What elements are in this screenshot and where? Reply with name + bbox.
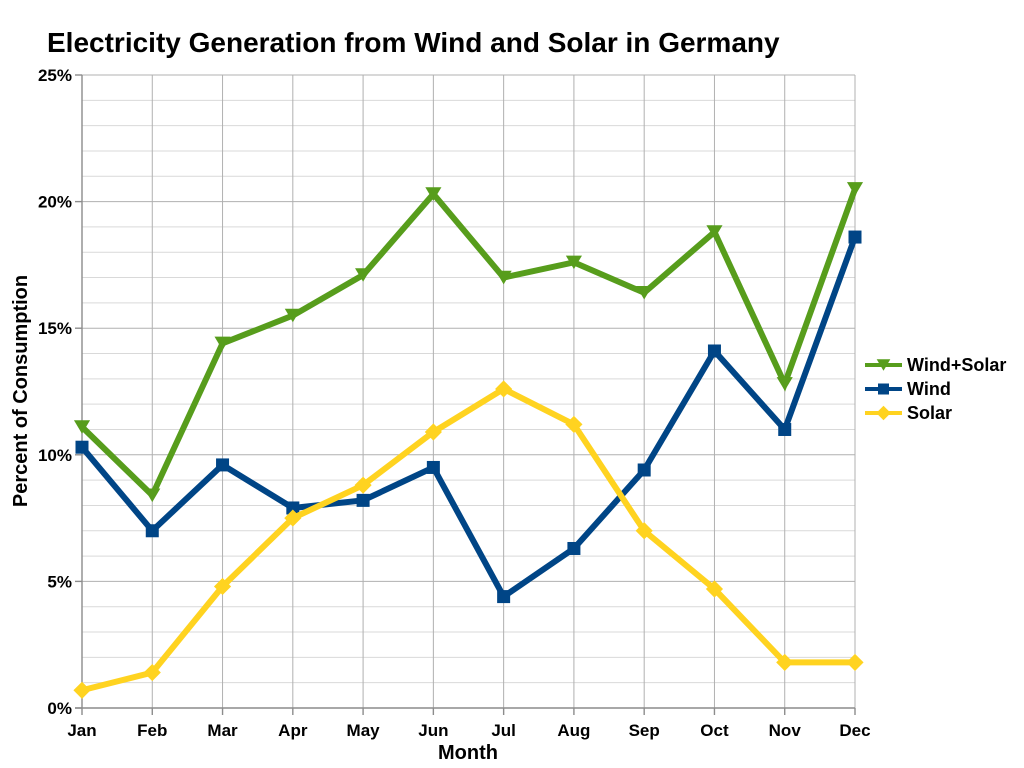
data-point-wind-solar xyxy=(495,270,512,285)
data-point-wind-solar xyxy=(706,225,723,239)
data-point-wind xyxy=(356,493,370,507)
data-point-solar xyxy=(705,580,724,598)
data-point-wind-solar xyxy=(846,182,864,196)
legend-item-solar: Solar xyxy=(865,403,952,423)
axes xyxy=(75,74,856,715)
tick-labels: 0% 5% 10% 15% 20% 25% Jan Feb Mar Apr May Jun Jul Aug… xyxy=(38,66,871,740)
data-point-solar xyxy=(565,415,583,433)
data-point-solar xyxy=(354,476,372,494)
data-point-wind-solar xyxy=(284,308,301,323)
x-axis-tick-label: Jul xyxy=(491,721,516,740)
x-axis-tick-label: Jan xyxy=(67,721,96,740)
y-axis-tick-label: 5% xyxy=(47,572,72,591)
data-point-solar xyxy=(846,653,864,672)
data-point-wind-solar xyxy=(355,268,372,282)
x-axis-title: Month xyxy=(438,742,498,764)
data-point-wind xyxy=(145,524,159,538)
data-point-wind xyxy=(216,458,230,472)
chart-title: Electricity Generation from Wind and Sol… xyxy=(47,27,780,58)
x-axis-tick-label: Mar xyxy=(207,721,238,740)
data-point-wind xyxy=(848,230,862,244)
y-axis-title: Percent of Consumption xyxy=(10,275,32,507)
legend-label-solar: Solar xyxy=(907,403,952,423)
data-point-wind-solar xyxy=(425,187,442,201)
y-axis-tick-label: 25% xyxy=(38,66,72,85)
data-point-solar xyxy=(776,653,794,672)
data-point-wind xyxy=(778,422,792,436)
data-point-wind xyxy=(286,501,300,515)
data-point-wind-solar xyxy=(144,488,161,503)
data-point-solar xyxy=(424,423,442,441)
legend-marker-wind-solar xyxy=(876,359,891,371)
legend-marker-solar xyxy=(876,405,891,421)
data-point-solar xyxy=(213,577,232,596)
series-line-wind xyxy=(79,236,858,601)
data-point-wind-solar xyxy=(565,255,582,270)
data-point-wind-solar xyxy=(776,377,793,391)
data-point-wind-solar xyxy=(214,336,231,351)
x-axis-tick-label: May xyxy=(347,721,381,740)
data-point-wind-solar xyxy=(73,420,91,434)
series-line-solar xyxy=(81,385,855,694)
data-point-solar xyxy=(635,522,653,540)
x-axis-tick-label: Nov xyxy=(769,721,802,740)
x-axis-tick-label: Oct xyxy=(700,721,729,740)
x-axis-tick-label: Sep xyxy=(629,721,660,740)
y-axis-tick-label: 0% xyxy=(47,699,72,718)
legend-label-wind-solar: Wind+Solar xyxy=(907,355,1006,375)
gridlines-minor xyxy=(82,99,855,684)
x-axis-tick-label: Jun xyxy=(418,721,448,740)
series-line-wind-solar xyxy=(79,187,858,501)
data-point-wind xyxy=(567,541,581,555)
x-axis-tick-label: Aug xyxy=(557,721,590,740)
x-axis-tick-label: Feb xyxy=(137,721,167,740)
legend-item-wind-solar: Wind+Solar xyxy=(865,355,1006,375)
y-axis-tick-label: 10% xyxy=(38,446,72,465)
data-point-solar xyxy=(73,681,91,699)
data-point-wind xyxy=(707,344,721,358)
data-point-wind xyxy=(637,463,651,477)
legend-label-wind: Wind xyxy=(907,379,951,399)
data-point-wind xyxy=(426,460,440,474)
y-axis-tick-label: 20% xyxy=(38,193,72,212)
data-point-solar xyxy=(143,663,161,682)
x-axis-tick-label: Apr xyxy=(278,721,308,740)
legend-item-wind: Wind xyxy=(865,379,951,399)
data-point-wind xyxy=(497,590,511,604)
legend: Wind+Solar Wind Solar xyxy=(865,355,1006,423)
data-point-solar xyxy=(284,509,302,527)
data-point-wind-solar xyxy=(636,285,653,300)
legend-marker-wind xyxy=(878,383,889,395)
data-series xyxy=(73,182,864,699)
data-point-solar xyxy=(495,380,513,398)
y-axis-tick-label: 15% xyxy=(38,319,72,338)
x-axis-tick-label: Dec xyxy=(839,721,870,740)
data-point-wind xyxy=(75,440,89,454)
